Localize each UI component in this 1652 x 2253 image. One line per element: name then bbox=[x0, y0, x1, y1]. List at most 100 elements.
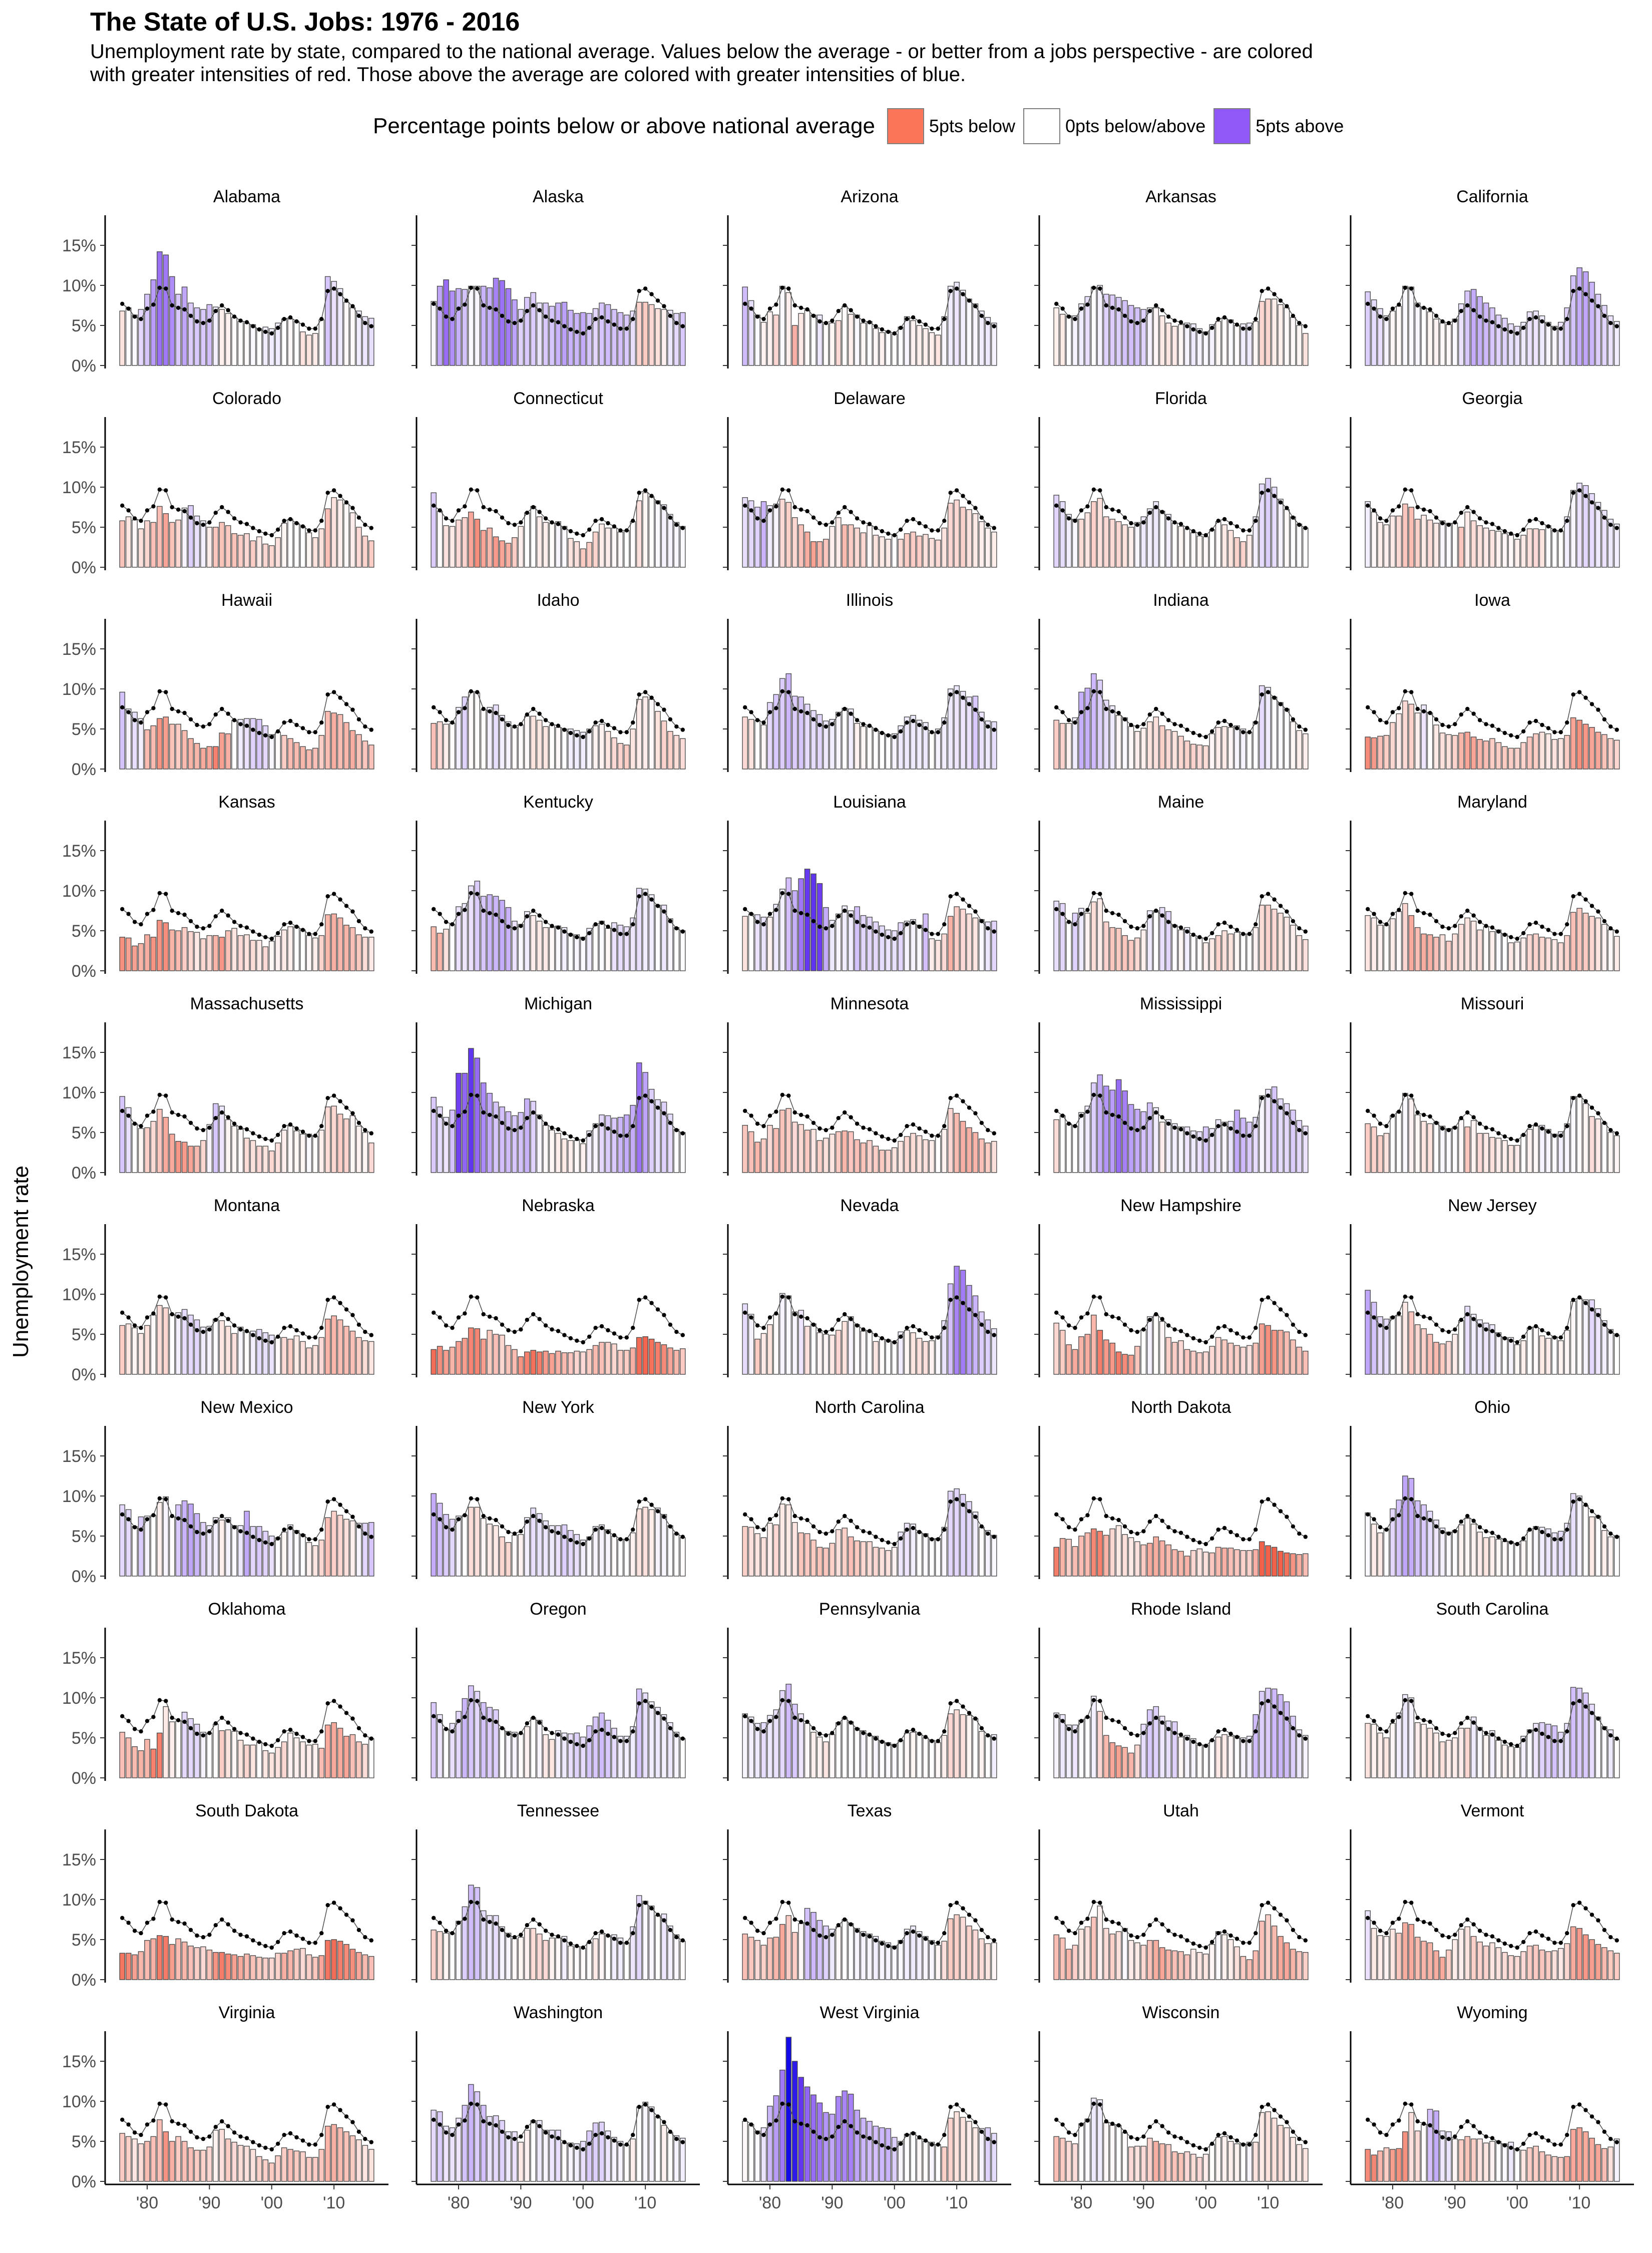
national-average-point bbox=[469, 1294, 474, 1299]
bar bbox=[667, 1722, 673, 1778]
bar bbox=[1271, 2117, 1278, 2182]
national-average-point bbox=[743, 301, 747, 306]
national-average-point bbox=[886, 1540, 891, 1545]
bar bbox=[1302, 939, 1309, 971]
national-average-point bbox=[979, 919, 984, 924]
y-tick-label: 10% bbox=[62, 1083, 96, 1102]
national-average-point bbox=[494, 307, 498, 312]
national-average-point bbox=[487, 507, 492, 512]
bar bbox=[449, 1109, 456, 1173]
bar bbox=[1613, 321, 1620, 366]
national-average-point bbox=[1222, 1324, 1227, 1329]
national-average-point bbox=[456, 1719, 461, 1723]
national-average-point bbox=[1141, 2134, 1146, 2139]
national-average-point bbox=[1122, 919, 1127, 924]
bar bbox=[1128, 1354, 1134, 1375]
bar bbox=[1059, 2137, 1066, 2182]
bar bbox=[742, 1124, 748, 1173]
national-average-point bbox=[1602, 717, 1607, 722]
bar bbox=[1595, 1118, 1601, 1173]
bar bbox=[748, 300, 754, 366]
bar bbox=[1433, 1520, 1439, 1577]
national-average-point bbox=[774, 706, 778, 710]
bar bbox=[586, 1725, 592, 1778]
bar bbox=[356, 2139, 362, 2182]
national-average-point bbox=[456, 710, 461, 714]
bar bbox=[648, 699, 655, 770]
national-average-point bbox=[1403, 285, 1408, 290]
national-average-point bbox=[1147, 2125, 1152, 2129]
bar bbox=[754, 1142, 760, 1173]
bar bbox=[1178, 1736, 1184, 1778]
national-average-point bbox=[780, 1092, 785, 1097]
bar bbox=[1215, 2137, 1221, 2182]
national-average-point bbox=[1203, 1340, 1208, 1345]
national-average-point bbox=[743, 1512, 747, 1517]
bar bbox=[1539, 731, 1545, 770]
bar bbox=[1558, 531, 1564, 568]
national-average-point bbox=[1129, 521, 1133, 526]
national-average-point bbox=[1465, 1917, 1470, 1922]
bar bbox=[1508, 747, 1514, 770]
bar bbox=[804, 1326, 810, 1375]
bar bbox=[1452, 1126, 1458, 1173]
bar bbox=[679, 1132, 686, 1173]
bar bbox=[262, 1750, 269, 1778]
panel-title: Oregon bbox=[530, 1600, 586, 1619]
bar bbox=[1109, 927, 1115, 971]
bar bbox=[225, 1954, 231, 1980]
bar bbox=[1053, 901, 1060, 971]
bar bbox=[1278, 913, 1284, 971]
bar bbox=[1613, 739, 1620, 770]
bar bbox=[1078, 2123, 1084, 2182]
national-average-point bbox=[1415, 505, 1420, 510]
national-average-point bbox=[786, 1093, 791, 1098]
national-average-point bbox=[1515, 2147, 1519, 2152]
national-average-point bbox=[244, 320, 249, 324]
bar bbox=[630, 2138, 636, 2182]
bar bbox=[1427, 2109, 1433, 2182]
bar bbox=[898, 1940, 904, 1980]
bar bbox=[462, 903, 468, 971]
national-average-point bbox=[680, 1938, 685, 1943]
bar bbox=[1576, 483, 1582, 568]
national-average-point bbox=[1558, 1134, 1563, 1138]
national-average-point bbox=[1459, 1721, 1464, 1726]
bar bbox=[1227, 1120, 1234, 1173]
bar bbox=[231, 2141, 237, 2182]
bar bbox=[256, 536, 262, 568]
bar bbox=[879, 732, 885, 770]
bar bbox=[1483, 2142, 1489, 2182]
bar bbox=[474, 519, 481, 568]
national-average-point bbox=[456, 508, 461, 513]
bar bbox=[362, 1340, 368, 1375]
bar bbox=[555, 302, 561, 366]
national-average-point bbox=[662, 506, 666, 510]
bar bbox=[349, 1330, 356, 1375]
bar bbox=[879, 1338, 885, 1375]
national-average-point bbox=[195, 1530, 199, 1535]
bar bbox=[268, 1958, 275, 1980]
state-panel: Ohio bbox=[1346, 1398, 1620, 1579]
national-average-point bbox=[475, 286, 480, 291]
national-average-point bbox=[1533, 1929, 1538, 1934]
national-average-point bbox=[1285, 1515, 1289, 1519]
bar bbox=[1284, 1103, 1290, 1173]
national-average-point bbox=[761, 317, 766, 321]
national-average-point bbox=[1428, 2123, 1432, 2128]
bar bbox=[829, 1734, 836, 1778]
bar bbox=[991, 921, 997, 971]
national-average-point bbox=[1409, 892, 1414, 896]
bar bbox=[530, 1350, 537, 1375]
national-average-point bbox=[880, 1941, 885, 1946]
national-average-point bbox=[674, 1532, 679, 1536]
national-average-point bbox=[1552, 1941, 1557, 1945]
bar bbox=[512, 921, 518, 971]
national-average-point bbox=[1129, 1731, 1133, 1736]
bar bbox=[1140, 1329, 1147, 1375]
national-average-point bbox=[581, 1945, 585, 1950]
bar bbox=[791, 1311, 798, 1375]
national-average-point bbox=[550, 924, 554, 928]
bar bbox=[119, 1504, 126, 1577]
